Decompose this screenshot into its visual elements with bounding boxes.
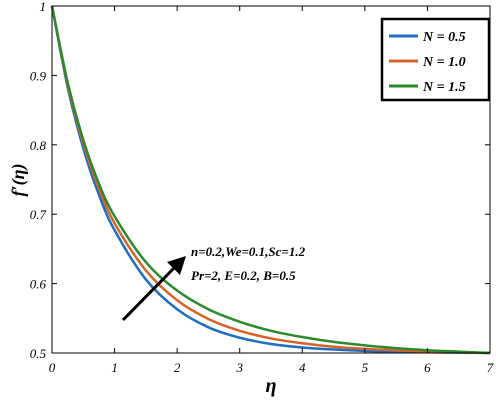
- trend-arrow: [121, 256, 186, 322]
- plot-area-frame: [51, 5, 491, 354]
- legend-label-0: N = 0.5: [422, 30, 466, 45]
- x-tick-label: 6: [424, 360, 431, 375]
- x-tick-label: 7: [487, 360, 494, 375]
- legend-label-1: N = 1.0: [422, 55, 466, 70]
- y-tick-label: 0.9: [30, 68, 47, 83]
- annotation-params-line1: n=0.2,We=0.1,Sc=1.2: [191, 244, 306, 259]
- legend: N = 0.5 N = 1.0 N = 1.5: [380, 17, 491, 102]
- x-tick-label: 0: [49, 360, 56, 375]
- annotation-params-line2: Pr=2, E=0.2, B=0.5: [191, 268, 296, 283]
- y-tick-label: 0.5: [30, 346, 47, 361]
- x-axis-label: η: [266, 375, 277, 397]
- x-tick-label: 2: [174, 360, 181, 375]
- x-tick-label: 5: [362, 360, 369, 375]
- y-tick-label: 0.8: [30, 138, 47, 153]
- legend-label-2: N = 1.5: [422, 80, 466, 95]
- y-tick-label: 0.7: [30, 207, 47, 222]
- series-line-1: [50, 5, 491, 355]
- series-lines: [50, 5, 491, 355]
- y-tick-label: 1: [40, 0, 47, 14]
- y-tick-label: 0.6: [30, 277, 47, 292]
- series-line-2: [50, 5, 491, 355]
- y-axis-label: f′(η): [8, 164, 29, 197]
- x-tick-label: 1: [111, 360, 118, 375]
- x-tick-label: 4: [299, 360, 306, 375]
- axis-ticks: 0 1 2 3 4 5 6 7 0.5 0.6 0.7 0.8 0.9 1: [30, 0, 494, 375]
- x-tick-label: 3: [235, 360, 243, 375]
